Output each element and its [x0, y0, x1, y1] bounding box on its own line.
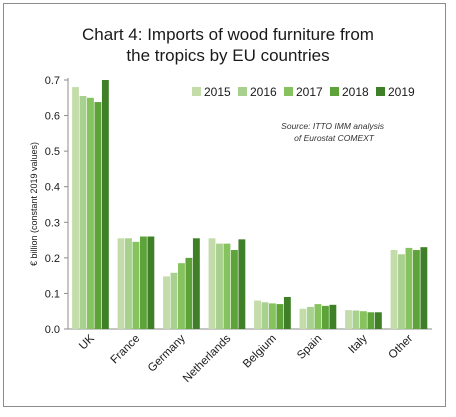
bar-france-2017	[132, 241, 140, 329]
legend-swatch-2015	[192, 87, 201, 96]
legend-label-2016: 2016	[250, 85, 277, 99]
legend-swatch-2019	[376, 87, 385, 96]
y-tick-label: 0.6	[45, 111, 60, 123]
bar-belgium-2018	[276, 304, 284, 329]
bar-france-2015	[117, 238, 125, 329]
bar-germany-2019	[192, 238, 200, 329]
bar-netherlands-2016	[216, 243, 223, 329]
x-tick-label-italy: Italy	[346, 332, 370, 356]
bar-germany-2015	[163, 276, 170, 329]
x-tick-label-germany: Germany	[146, 332, 188, 374]
bar-netherlands-2018	[230, 250, 238, 329]
legend-swatch-2017	[284, 87, 293, 96]
bar-netherlands-2019	[238, 239, 246, 329]
source-note-line-1: Source: ITTO IMM analysis	[281, 121, 385, 131]
y-tick-label: 0.7	[45, 75, 60, 87]
x-tick-label-belgium: Belgium	[241, 333, 279, 371]
bar-germany-2016	[170, 272, 178, 329]
x-tick-label-other: Other	[387, 333, 416, 362]
y-tick-label: 0.2	[45, 253, 60, 265]
bar-france-2018	[139, 236, 147, 329]
bar-germany-2017	[178, 263, 185, 329]
bar-france-2016	[125, 238, 132, 329]
x-tick-label-spain: Spain	[295, 333, 324, 362]
bar-spain-2018	[321, 305, 329, 329]
bar-netherlands-2017	[223, 243, 231, 329]
chart-title-line-2: the tropics by EU countries	[126, 46, 329, 65]
bar-belgium-2019	[283, 296, 291, 329]
bar-other-2015	[390, 250, 398, 329]
legend-swatch-2016	[238, 87, 247, 96]
bar-other-2017	[405, 247, 413, 329]
bar-belgium-2015	[254, 300, 261, 329]
x-tick-label-netherlands: Netherlands	[181, 332, 234, 385]
x-tick-label-france: France	[109, 333, 143, 367]
source-note-line-2: of Eurostat COMEXT	[294, 133, 375, 143]
y-axis-label: € billion (constant 2019 values)	[29, 142, 39, 266]
legend-swatch-2018	[330, 87, 339, 96]
legend-label-2018: 2018	[342, 85, 369, 99]
bar-uk-2019	[101, 80, 109, 329]
chart-frame: Chart 4: Imports of wood furniture from …	[3, 3, 446, 407]
bar-uk-2015	[72, 87, 79, 329]
y-tick-label: 0.4	[45, 182, 60, 194]
bar-belgium-2017	[269, 303, 276, 329]
legend-label-2019: 2019	[388, 85, 415, 99]
bar-other-2016	[398, 254, 405, 329]
y-tick-label: 0.1	[45, 288, 60, 300]
chart-title-line-1: Chart 4: Imports of wood furniture from	[82, 25, 374, 44]
x-tick-label-uk: UK	[77, 332, 97, 352]
legend: 2015 2016 2017 2018 2019	[192, 85, 415, 99]
bar-spain-2015	[299, 308, 307, 329]
bar-netherlands-2015	[208, 238, 216, 329]
bar-italy-2019	[374, 312, 382, 329]
bar-uk-2017	[87, 97, 94, 330]
y-tick-label: 0.0	[45, 324, 60, 336]
bar-spain-2019	[329, 304, 337, 329]
bar-france-2019	[147, 236, 155, 329]
bar-belgium-2016	[261, 302, 269, 329]
bar-italy-2015	[345, 310, 352, 329]
bar-italy-2017	[360, 311, 367, 329]
chart-svg: Chart 4: Imports of wood furniture from …	[29, 25, 432, 385]
bar-spain-2016	[307, 306, 314, 329]
y-tick-label: 0.3	[45, 217, 60, 229]
bar-uk-2016	[79, 96, 87, 329]
legend-label-2017: 2017	[296, 85, 323, 99]
bar-germany-2018	[185, 257, 193, 329]
legend-label-2015: 2015	[204, 85, 231, 99]
bar-uk-2018	[94, 102, 102, 329]
bar-other-2019	[420, 247, 428, 329]
bar-italy-2018	[367, 312, 375, 329]
bar-other-2018	[412, 250, 420, 329]
bar-italy-2016	[352, 310, 360, 329]
bar-spain-2017	[314, 304, 322, 329]
y-tick-label: 0.5	[45, 146, 60, 158]
